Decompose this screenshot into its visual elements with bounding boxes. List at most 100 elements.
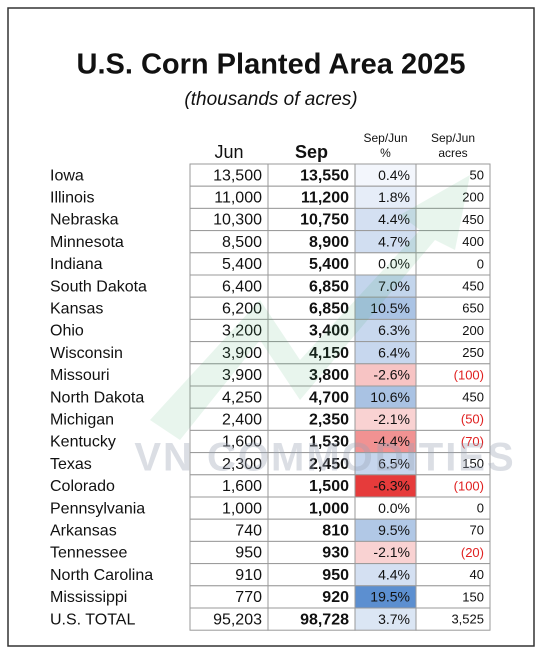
sep-value: 2,450 bbox=[309, 456, 349, 473]
acres-value: 70 bbox=[470, 523, 484, 538]
sep-value: 920 bbox=[322, 589, 349, 606]
state-name: Illinois bbox=[50, 190, 94, 207]
state-name: Ohio bbox=[50, 323, 84, 340]
jun-value: 13,500 bbox=[213, 167, 262, 184]
pct-value: -4.4% bbox=[373, 433, 410, 449]
acres-value: 200 bbox=[462, 323, 484, 338]
acres-value: 400 bbox=[462, 234, 484, 249]
acres-value: 40 bbox=[470, 567, 484, 582]
acres-value: 150 bbox=[462, 589, 484, 604]
jun-value: 1,600 bbox=[222, 478, 262, 495]
jun-value: 11,000 bbox=[214, 190, 262, 207]
acres-value: 450 bbox=[462, 212, 484, 227]
sep-value: 930 bbox=[322, 545, 349, 562]
state-name: Arkansas bbox=[50, 523, 117, 540]
acres-value: 3,525 bbox=[451, 612, 484, 627]
sep-value: 1,000 bbox=[309, 500, 349, 517]
sep-value: 810 bbox=[322, 523, 349, 540]
sep-value: 2,350 bbox=[309, 412, 349, 429]
jun-value: 95,203 bbox=[213, 611, 262, 628]
pct-value: 9.5% bbox=[378, 522, 410, 538]
sep-value: 13,550 bbox=[300, 167, 349, 184]
pct-value: -2.6% bbox=[373, 367, 410, 383]
state-name: Texas bbox=[50, 456, 92, 473]
state-name: U.S. TOTAL bbox=[50, 611, 135, 628]
acres-value: 200 bbox=[462, 190, 484, 205]
pct-value: 6.5% bbox=[378, 455, 410, 471]
state-name: Iowa bbox=[50, 167, 84, 184]
pct-value: 0.0% bbox=[378, 500, 410, 516]
jun-value: 6,200 bbox=[222, 301, 262, 318]
acres-value: (70) bbox=[461, 434, 484, 449]
acres-value: 50 bbox=[470, 168, 484, 183]
state-name: Nebraska bbox=[50, 212, 119, 229]
pct-value: 10.5% bbox=[370, 300, 410, 316]
pct-value: 1.8% bbox=[378, 189, 410, 205]
state-name: Missouri bbox=[50, 367, 110, 384]
acres-value: 450 bbox=[462, 279, 484, 294]
cell bbox=[415, 607, 491, 631]
sep-value: 98,728 bbox=[300, 611, 349, 628]
state-name: Wisconsin bbox=[50, 345, 123, 362]
jun-value: 2,400 bbox=[222, 412, 262, 429]
sep-value: 950 bbox=[322, 567, 349, 584]
jun-value: 3,900 bbox=[222, 367, 262, 384]
sep-value: 1,500 bbox=[309, 478, 349, 495]
state-name: Colorado bbox=[50, 478, 115, 495]
state-name: South Dakota bbox=[50, 278, 147, 295]
state-name: Michigan bbox=[50, 412, 114, 429]
pct-value: 19.5% bbox=[370, 589, 410, 605]
pct-value: -2.1% bbox=[373, 544, 410, 560]
state-name: Minnesota bbox=[50, 234, 124, 251]
jun-value: 3,200 bbox=[222, 323, 262, 340]
state-name: Tennessee bbox=[50, 545, 127, 562]
pct-value: -6.3% bbox=[373, 478, 410, 494]
state-name: Kansas bbox=[50, 301, 103, 318]
pct-value: -2.1% bbox=[373, 411, 410, 427]
column-header: Sep bbox=[295, 142, 328, 162]
column-header: Sep/Jun bbox=[363, 131, 407, 145]
sep-value: 3,800 bbox=[309, 367, 349, 384]
jun-value: 950 bbox=[235, 545, 262, 562]
acres-value: 0 bbox=[477, 256, 484, 271]
sep-value: 6,850 bbox=[309, 278, 349, 295]
jun-value: 5,400 bbox=[222, 256, 262, 273]
column-header: Jun bbox=[214, 142, 243, 162]
acres-value: 150 bbox=[462, 456, 484, 471]
jun-value: 740 bbox=[235, 523, 262, 540]
acres-value: (20) bbox=[461, 545, 484, 560]
jun-value: 8,500 bbox=[222, 234, 262, 251]
sep-value: 10,750 bbox=[300, 212, 349, 229]
pct-value: 10.6% bbox=[370, 389, 410, 405]
pct-value: 0.4% bbox=[378, 167, 410, 183]
jun-value: 4,250 bbox=[222, 389, 262, 406]
title: U.S. Corn Planted Area 2025 bbox=[77, 49, 466, 81]
sep-value: 4,150 bbox=[309, 345, 349, 362]
sep-value: 5,400 bbox=[309, 256, 349, 273]
jun-value: 1,000 bbox=[222, 500, 262, 517]
state-name: North Carolina bbox=[50, 567, 153, 584]
acres-value: 450 bbox=[462, 390, 484, 405]
jun-value: 1,600 bbox=[222, 434, 262, 451]
pct-value: 4.7% bbox=[378, 233, 410, 249]
acres-value: 650 bbox=[462, 301, 484, 316]
arrow-decoration bbox=[150, 175, 470, 440]
jun-value: 770 bbox=[235, 589, 262, 606]
column-header: acres bbox=[438, 146, 467, 160]
sep-value: 4,700 bbox=[309, 389, 349, 406]
pct-value: 7.0% bbox=[378, 278, 410, 294]
pct-value: 4.4% bbox=[378, 566, 410, 582]
jun-value: 910 bbox=[235, 567, 262, 584]
pct-value: 6.3% bbox=[378, 322, 410, 338]
state-name: Mississippi bbox=[50, 589, 127, 606]
acres-value: (100) bbox=[454, 367, 484, 382]
jun-value: 3,900 bbox=[222, 345, 262, 362]
jun-value: 6,400 bbox=[222, 278, 262, 295]
subtitle: (thousands of acres) bbox=[184, 89, 357, 110]
acres-value: 0 bbox=[477, 501, 484, 516]
column-header: Sep/Jun bbox=[431, 131, 475, 145]
sep-value: 3,400 bbox=[309, 323, 349, 340]
state-name: Kentucky bbox=[50, 434, 116, 451]
pct-value: 0.0% bbox=[378, 256, 410, 272]
